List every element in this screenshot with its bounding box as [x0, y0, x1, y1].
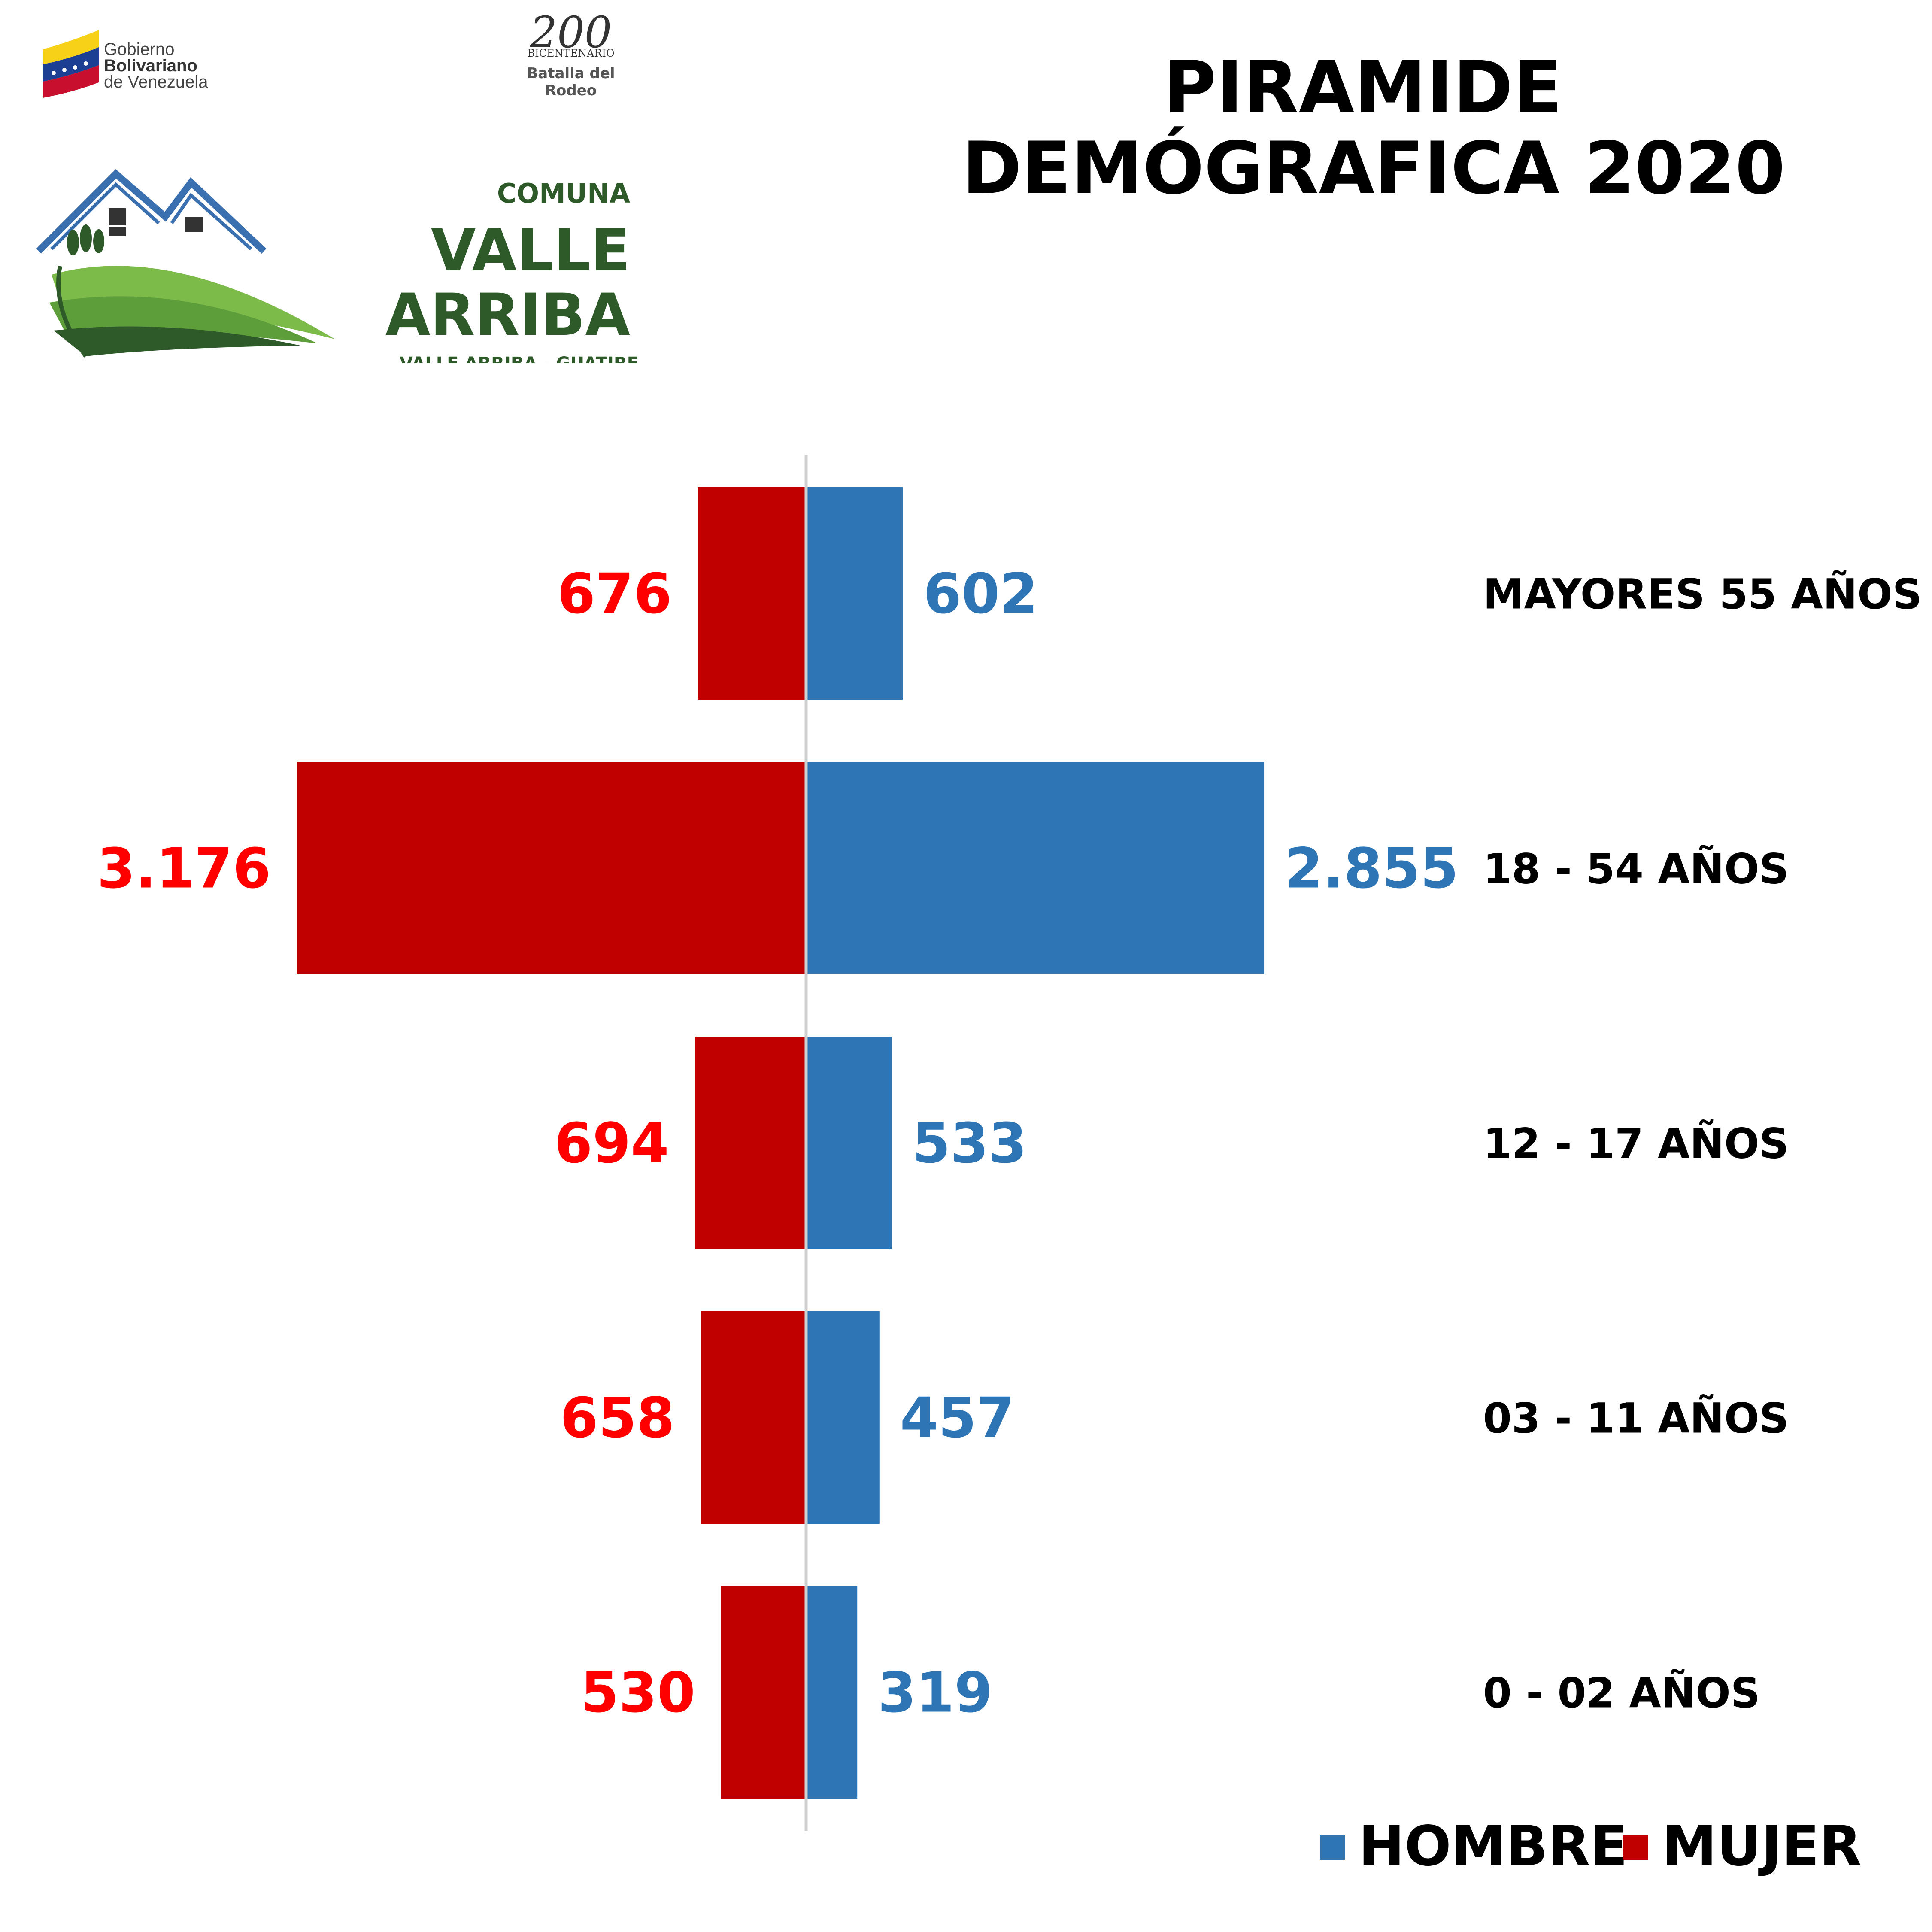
bicentenario-logo: 200 BICENTENARIO Batalla del Rodeo	[527, 7, 615, 99]
gobierno-line-2: Bolivariano	[104, 56, 197, 75]
gobierno-logo: Gobierno Bolivariano de Venezuela	[43, 30, 208, 98]
bicentenario-caption-2: Rodeo	[545, 82, 597, 99]
chart-title-line-2: DEMÓGRAFICA 2020	[962, 126, 1785, 210]
category-label-cat-4: 0 - 02 AÑOS	[1483, 1669, 1760, 1717]
category-label-cat-3: 03 - 11 AÑOS	[1483, 1394, 1789, 1443]
value-label-hombre-cat-3: 457	[900, 1386, 1015, 1450]
bar-hombre-cat-3	[806, 1311, 880, 1524]
comuna-label: COMUNA	[497, 178, 630, 209]
legend: HOMBRE MUJER	[1320, 1814, 1862, 1878]
legend-item-mujer: MUJER	[1623, 1814, 1862, 1878]
bar-hombre-cat-0	[806, 487, 903, 700]
value-label-hombre-cat-0: 602	[923, 562, 1038, 626]
house-landscape-icon	[36, 169, 335, 358]
value-label-mujer-cat-4: 530	[581, 1661, 695, 1725]
legend-item-hombre: HOMBRE	[1320, 1814, 1628, 1878]
venezuela-flag-icon	[43, 30, 99, 98]
bar-hombre-cat-2	[806, 1037, 892, 1249]
bar-hombre-cat-1	[806, 762, 1265, 974]
category-label-cat-2: 12 - 17 AÑOS	[1483, 1119, 1789, 1168]
value-label-mujer-cat-0: 676	[557, 562, 672, 626]
value-label-mujer-cat-3: 658	[560, 1386, 675, 1450]
bar-mujer-cat-2	[695, 1037, 806, 1249]
legend-label-hombre: HOMBRE	[1359, 1814, 1628, 1878]
value-label-mujer-cat-1: 3.176	[97, 837, 271, 901]
comuna-logo: COMUNA VALLE ARRIBA VALLE ARRIBA - GUATI…	[36, 169, 639, 373]
plot-area: 676 602 MAYORES 55 AÑOS 3.176 2.855 18 - 54 A…	[97, 455, 1922, 1831]
bicentenario-word: BICENTENARIO	[527, 47, 614, 59]
chart-title-line-1: PIRAMIDE	[1164, 45, 1562, 130]
value-label-hombre-cat-1: 2.855	[1285, 837, 1459, 901]
gobierno-line-3: de Venezuela	[104, 73, 208, 91]
bar-mujer-cat-4	[721, 1586, 806, 1799]
bicentenario-caption-1: Batalla del	[527, 65, 615, 82]
value-label-hombre-cat-4: 319	[878, 1661, 992, 1725]
legend-label-mujer: MUJER	[1662, 1814, 1862, 1878]
legend-swatch-mujer	[1623, 1835, 1648, 1860]
bicentenario-numeral: 200	[530, 7, 612, 58]
category-label-cat-0: MAYORES 55 AÑOS	[1483, 570, 1922, 619]
bar-mujer-cat-1	[297, 762, 806, 974]
comuna-name-line-1: VALLE	[431, 217, 630, 284]
value-label-hombre-cat-2: 533	[912, 1112, 1027, 1176]
gobierno-line-1: Gobierno	[104, 40, 175, 59]
comuna-subtitle: VALLE ARRIBA - GUATIRE	[400, 354, 639, 373]
value-label-mujer-cat-2: 694	[554, 1112, 669, 1176]
bar-mujer-cat-0	[698, 487, 806, 700]
bar-hombre-cat-4	[806, 1586, 858, 1799]
legend-swatch-hombre	[1320, 1835, 1345, 1860]
bar-mujer-cat-3	[701, 1311, 806, 1524]
comuna-name-line-2: ARRIBA	[385, 281, 630, 349]
category-label-cat-1: 18 - 54 AÑOS	[1483, 845, 1789, 893]
